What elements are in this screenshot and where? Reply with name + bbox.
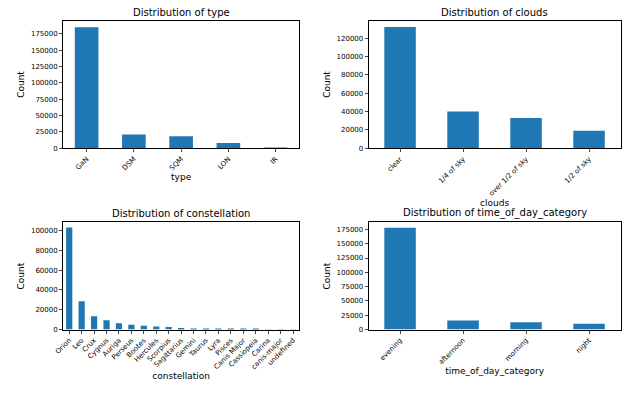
- svg-text:time_of_day_category: time_of_day_category: [445, 366, 545, 376]
- svg-text:evening: evening: [378, 337, 403, 362]
- svg-text:SQM: SQM: [168, 155, 185, 172]
- svg-text:Cassiopeia: Cassiopeia: [227, 337, 259, 369]
- svg-text:Gemini: Gemini: [174, 337, 197, 360]
- svg-text:Count: Count: [322, 262, 332, 289]
- svg-text:Distribution of clouds: Distribution of clouds: [441, 7, 548, 18]
- svg-text:100000: 100000: [31, 79, 58, 87]
- svg-text:Orion: Orion: [54, 337, 73, 356]
- svg-text:1/4 of sky: 1/4 of sky: [437, 155, 467, 185]
- svg-text:50000: 50000: [35, 112, 57, 120]
- svg-text:100000: 100000: [337, 269, 364, 277]
- svg-text:125000: 125000: [31, 63, 58, 71]
- svg-text:Carina: Carina: [250, 337, 272, 359]
- svg-text:clear: clear: [386, 155, 404, 173]
- svg-text:100000: 100000: [31, 227, 58, 235]
- svg-text:175000: 175000: [337, 226, 364, 234]
- svg-text:Distribution of time_of_day_ca: Distribution of time_of_day_category: [403, 207, 587, 219]
- svg-text:Canis Major: Canis Major: [213, 337, 248, 372]
- svg-text:over 1/2 of sky: over 1/2 of sky: [488, 155, 530, 197]
- svg-text:20000: 20000: [341, 126, 363, 134]
- svg-text:Sagittarius: Sagittarius: [153, 336, 186, 369]
- svg-text:75000: 75000: [35, 96, 57, 104]
- svg-text:Hercules: Hercules: [133, 336, 160, 363]
- svg-text:LON: LON: [216, 155, 232, 171]
- svg-text:morning: morning: [504, 337, 530, 363]
- svg-text:Cygnus: Cygnus: [86, 336, 110, 360]
- svg-text:afternoon: afternoon: [437, 337, 467, 367]
- svg-text:125000: 125000: [337, 254, 364, 262]
- svg-text:40000: 40000: [341, 108, 363, 116]
- svg-text:clouds: clouds: [480, 198, 509, 208]
- svg-text:type: type: [171, 172, 192, 182]
- svg-text:80000: 80000: [341, 71, 363, 79]
- svg-text:75000: 75000: [341, 283, 363, 291]
- svg-text:Taurus: Taurus: [187, 336, 210, 359]
- svg-text:60000: 60000: [35, 267, 57, 275]
- svg-text:120000: 120000: [337, 35, 364, 43]
- svg-text:Pisces: Pisces: [214, 336, 235, 357]
- svg-text:60000: 60000: [341, 90, 363, 98]
- svg-text:Distribution of constellation: Distribution of constellation: [112, 208, 250, 219]
- svg-text:Count: Count: [16, 71, 26, 98]
- svg-text:0: 0: [359, 145, 363, 153]
- svg-text:150000: 150000: [31, 47, 58, 55]
- svg-text:50000: 50000: [341, 297, 363, 305]
- svg-text:Lyra: Lyra: [206, 337, 222, 353]
- svg-text:1/2 of sky: 1/2 of sky: [563, 155, 593, 185]
- svg-text:Perseus: Perseus: [110, 336, 135, 361]
- svg-text:175000: 175000: [31, 30, 58, 38]
- svg-text:100000: 100000: [337, 53, 364, 61]
- svg-text:Bootes: Bootes: [125, 336, 148, 359]
- svg-text:150000: 150000: [337, 240, 364, 248]
- svg-text:20000: 20000: [35, 306, 57, 314]
- svg-text:0: 0: [53, 145, 57, 153]
- svg-text:Auriga: Auriga: [101, 337, 123, 359]
- svg-text:Count: Count: [322, 71, 332, 98]
- svg-text:Distribution of type: Distribution of type: [133, 7, 230, 18]
- svg-text:IR: IR: [269, 155, 280, 166]
- svg-text:Count: Count: [16, 262, 26, 289]
- svg-text:constellation: constellation: [152, 371, 210, 381]
- svg-text:25000: 25000: [35, 128, 57, 136]
- svg-text:night: night: [575, 336, 594, 355]
- svg-text:40000: 40000: [35, 286, 57, 294]
- svg-text:Scorpius: Scorpius: [146, 336, 173, 363]
- svg-text:Crux: Crux: [81, 337, 98, 354]
- svg-text:0: 0: [53, 326, 57, 334]
- svg-text:canis-major: canis-major: [250, 337, 285, 372]
- svg-text:DSM: DSM: [121, 155, 138, 172]
- svg-text:0: 0: [359, 326, 363, 334]
- svg-text:undefined: undefined: [266, 337, 297, 368]
- svg-text:25000: 25000: [341, 312, 363, 320]
- svg-text:GaN: GaN: [74, 155, 90, 171]
- svg-text:80000: 80000: [35, 247, 57, 255]
- svg-text:Leo: Leo: [71, 337, 85, 351]
